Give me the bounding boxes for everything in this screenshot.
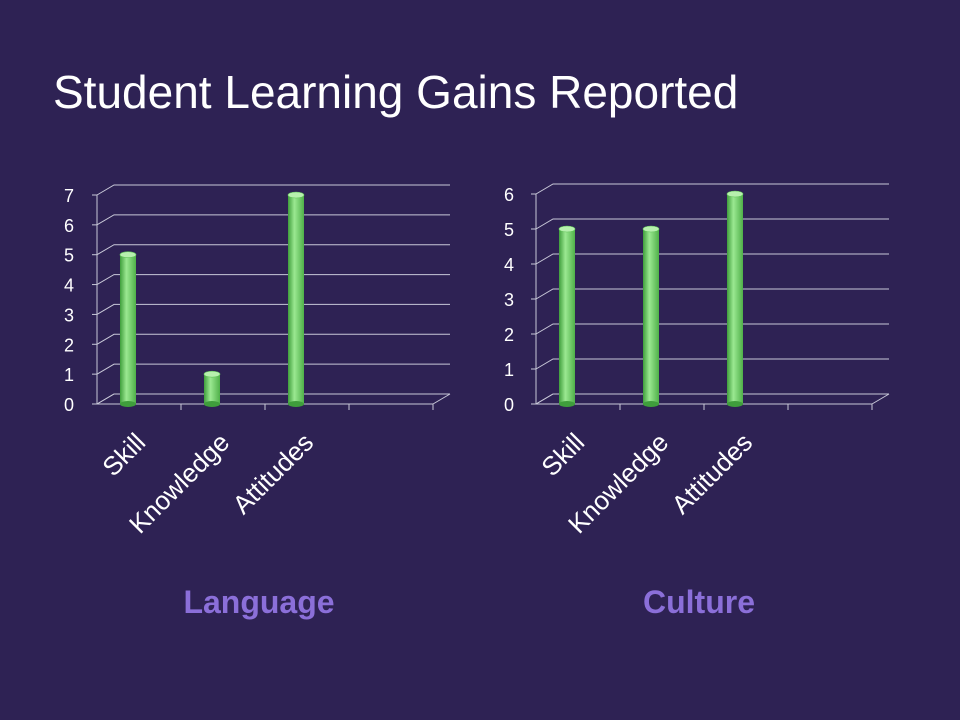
culture-chart-caption: Culture [643, 584, 755, 620]
y-tick-label: 5 [504, 220, 514, 240]
slide-title: Student Learning Gains Reported [53, 66, 739, 118]
y-tick-label: 0 [504, 395, 514, 415]
x-category-label: Skill [535, 427, 590, 482]
y-tick-label: 2 [504, 325, 514, 345]
language-chart-caption: Language [183, 584, 335, 620]
bar [287, 191, 305, 407]
y-tick-label: 5 [64, 246, 74, 266]
gridline [96, 214, 450, 226]
gridline [535, 358, 889, 370]
bar [203, 370, 221, 407]
x-category-label: Attitudes [665, 427, 758, 520]
gridline [96, 274, 450, 286]
y-tick-label: 0 [64, 395, 74, 415]
y-tick-label: 1 [64, 365, 74, 385]
y-tick-label: 2 [64, 335, 74, 355]
x-category-label: Skill [96, 427, 151, 482]
y-tick-label: 6 [64, 216, 74, 236]
gridline [535, 183, 889, 195]
y-tick-label: 4 [64, 276, 74, 296]
y-tick-label: 3 [64, 305, 74, 325]
gridline [96, 303, 450, 315]
gridline [96, 244, 450, 256]
bar [558, 225, 576, 407]
gridline [535, 218, 889, 230]
gridline [96, 363, 450, 375]
y-tick-label: 3 [504, 290, 514, 310]
y-tick-label: 6 [504, 185, 514, 205]
gridline [535, 323, 889, 335]
gridline [96, 393, 450, 405]
gridline [535, 393, 889, 405]
bar [119, 251, 137, 407]
gridline [535, 253, 889, 265]
y-tick-label: 1 [504, 360, 514, 380]
gridline [535, 288, 889, 300]
y-tick-label: 7 [64, 186, 74, 206]
x-category-label: Attitudes [226, 427, 319, 520]
gridline [96, 184, 450, 196]
y-tick-label: 4 [504, 255, 514, 275]
gridline [96, 333, 450, 345]
bar [642, 225, 660, 407]
bar [726, 190, 744, 407]
